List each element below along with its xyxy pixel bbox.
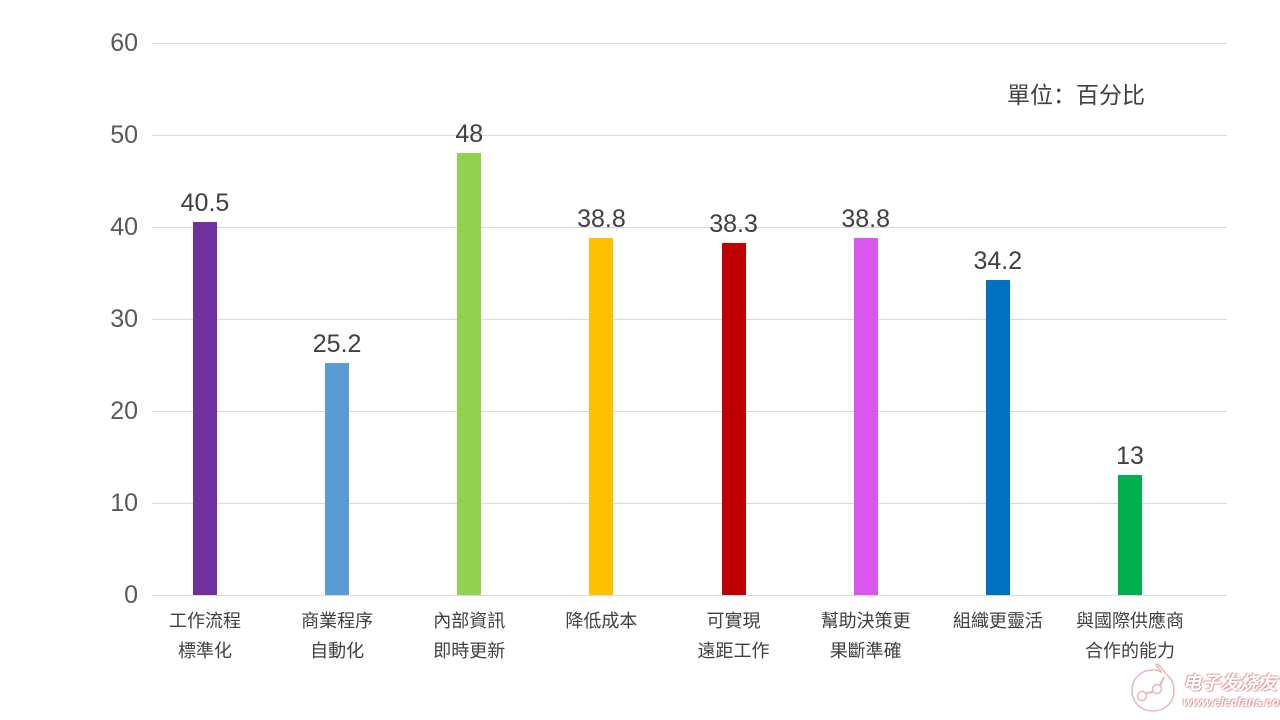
bar-8 <box>1117 475 1142 595</box>
category-label-line: 降低成本 <box>565 611 638 631</box>
y-axis-tick-label: 10 <box>110 489 138 517</box>
category-label-line: 商業程序 <box>301 611 374 631</box>
category-label-line: 工作流程 <box>169 611 241 631</box>
category-label-line: 內部資訊 <box>433 611 506 631</box>
gridline <box>152 43 1227 44</box>
unit-label: 單位：百分比 <box>1007 82 1145 108</box>
category-label: 內部資訊 即時更新 <box>394 606 544 666</box>
bar-value-label: 38.3 <box>709 209 758 238</box>
category-label: 與國際供應商 合作的能力 <box>1055 606 1205 666</box>
elecfans-logo-icon <box>1131 663 1175 712</box>
bar-7 <box>985 280 1010 595</box>
bar-3 <box>457 153 482 595</box>
y-axis-tick-label: 0 <box>124 581 138 609</box>
gridline <box>152 503 1227 504</box>
category-label-line: 幫助決策更 <box>820 611 911 631</box>
y-axis-tick-label: 20 <box>110 397 138 425</box>
gridline <box>152 411 1227 412</box>
bar-4 <box>589 238 614 595</box>
category-label: 組織更靈活 <box>923 606 1073 636</box>
bar-value-label: 25.2 <box>312 330 362 359</box>
bar-value-label: 40.5 <box>180 189 230 218</box>
y-axis-tick-label: 60 <box>110 29 138 57</box>
gridline <box>152 319 1227 320</box>
category-label-line: 可實現 <box>706 611 761 631</box>
category-label-line: 果斷準確 <box>829 641 902 661</box>
gridline <box>152 135 1227 136</box>
bar-value-label: 34.2 <box>973 247 1023 276</box>
category-label: 幫助決策更 果斷準確 <box>791 606 941 666</box>
category-label-line: 自動化 <box>310 641 365 661</box>
bar-value-label: 38.8 <box>577 205 626 234</box>
bar-value-label: 48 <box>455 120 484 149</box>
watermark-texts: 电子发烧友 www.elecfans.com <box>1183 669 1280 709</box>
category-label: 商業程序 自動化 <box>262 606 412 666</box>
watermark-site: www.elecfans.com <box>1183 695 1280 709</box>
bar-5 <box>721 242 746 595</box>
category-label: 工作流程 標準化 <box>130 606 280 666</box>
bar-6 <box>853 238 878 595</box>
category-label-line: 遠距工作 <box>697 641 770 661</box>
y-axis-tick-label: 40 <box>110 213 138 241</box>
y-axis-tick-label: 50 <box>110 121 138 149</box>
bar-value-label: 38.8 <box>841 205 891 234</box>
y-axis-tick-label: 30 <box>110 305 138 333</box>
category-label: 可實現 遠距工作 <box>659 606 809 666</box>
category-label-line: 標準化 <box>178 641 232 661</box>
bar-1 <box>193 222 217 595</box>
category-label-line: 合作的能力 <box>1084 641 1175 661</box>
bar-value-label: 13 <box>1116 442 1144 471</box>
watermark: 电子发烧友 www.elecfans.com <box>1128 663 1280 715</box>
category-label-line: 組織更靈活 <box>952 611 1043 631</box>
category-label-line: 與國際供應商 <box>1075 611 1184 631</box>
gridline <box>152 595 1227 596</box>
category-label-line: 即時更新 <box>433 641 506 661</box>
bar-2 <box>325 363 350 595</box>
category-label: 降低成本 <box>526 606 676 636</box>
gridline <box>152 227 1227 228</box>
watermark-brand: 电子发烧友 <box>1183 673 1278 693</box>
